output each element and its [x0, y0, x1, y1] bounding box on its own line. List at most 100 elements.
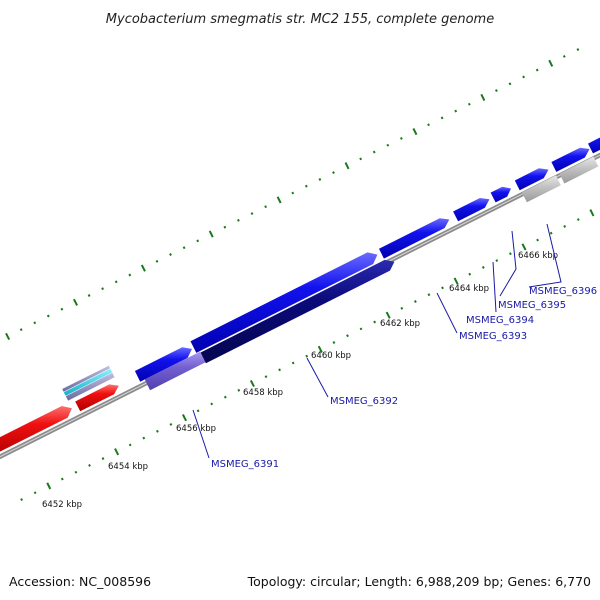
minor-tick	[359, 327, 363, 331]
trna-feature[interactable]	[62, 365, 110, 392]
minor-tick	[237, 218, 240, 222]
minor-tick	[373, 320, 376, 324]
minor-tick	[549, 231, 553, 235]
major-tick	[412, 128, 418, 136]
kbp-label: 6464 kbp	[449, 284, 489, 294]
minor-tick	[468, 272, 472, 276]
minor-tick	[169, 253, 172, 256]
minor-tick	[128, 273, 132, 277]
gene-label[interactable]: MSMEG_6396	[529, 286, 597, 297]
cds-forward[interactable]	[379, 218, 450, 259]
major-tick	[521, 243, 527, 251]
kbp-label: 6460 kbp	[311, 351, 351, 361]
major-tick	[317, 345, 323, 353]
pseudo-feature[interactable]	[559, 156, 599, 184]
minor-tick	[414, 300, 417, 303]
gene-label[interactable]: MSMEG_6391	[211, 459, 279, 470]
minor-tick	[318, 177, 322, 181]
leader-line	[528, 223, 562, 288]
minor-tick	[101, 287, 104, 291]
gene-label[interactable]: MSMEG_6395	[498, 300, 566, 311]
minor-tick	[576, 48, 580, 52]
minor-tick	[386, 143, 390, 147]
cds-forward[interactable]	[551, 147, 590, 172]
major-tick	[385, 311, 391, 319]
minor-tick	[304, 184, 308, 188]
minor-tick	[19, 328, 23, 332]
minor-tick	[508, 82, 512, 86]
minor-tick	[481, 265, 485, 269]
cds-forward[interactable]	[490, 186, 511, 203]
minor-tick	[169, 423, 173, 426]
minor-tick	[509, 252, 512, 256]
minor-tick	[46, 314, 50, 318]
inner-tick-ring	[20, 209, 595, 502]
kbp-label: 6456 kbp	[176, 424, 216, 434]
cds-reverse[interactable]	[200, 259, 395, 364]
minor-tick	[427, 293, 431, 297]
major-tick	[208, 230, 214, 238]
cds-reverse[interactable]	[144, 351, 206, 391]
rna-feature[interactable]	[75, 384, 119, 412]
minor-tick	[264, 375, 268, 379]
gene-features	[0, 132, 600, 457]
minor-tick	[440, 116, 444, 120]
major-tick	[589, 209, 595, 217]
cds-forward[interactable]	[453, 198, 490, 222]
cds-forward[interactable]	[514, 168, 549, 191]
major-tick	[114, 448, 120, 456]
minor-tick	[495, 89, 498, 93]
minor-tick	[128, 443, 132, 447]
major-tick	[344, 162, 350, 170]
genome-summary-text: Topology: circular; Length: 6,988,209 bp…	[247, 574, 591, 589]
minor-tick	[332, 341, 336, 344]
gene-label[interactable]: MSMEG_6393	[459, 331, 527, 342]
minor-tick	[74, 470, 78, 474]
minor-tick	[536, 238, 539, 242]
trna-feature[interactable]	[65, 372, 115, 401]
minor-tick	[563, 224, 567, 228]
cds-forward[interactable]	[134, 347, 192, 382]
minor-tick	[535, 68, 539, 72]
major-tick	[276, 196, 282, 204]
minor-tick	[88, 464, 91, 467]
minor-tick	[522, 75, 525, 79]
accession-text: Accession: NC_008596	[9, 574, 151, 589]
gene-label[interactable]: MSMEG_6392	[330, 396, 398, 407]
kbp-label: 6454 kbp	[108, 462, 148, 472]
minor-tick	[576, 218, 580, 221]
minor-tick	[60, 307, 64, 311]
minor-tick	[427, 123, 430, 127]
minor-tick	[20, 498, 23, 502]
minor-tick	[182, 246, 186, 250]
trna-feature[interactable]	[63, 368, 113, 396]
minor-tick	[264, 205, 267, 209]
minor-tick	[223, 395, 227, 399]
minor-tick	[467, 102, 471, 106]
minor-tick	[372, 150, 376, 154]
leader-line	[306, 357, 329, 398]
gene-labels: MSMEG_6391 MSMEG_6392 MSMEG_6393 MSMEG_6…	[211, 286, 597, 470]
gene-label[interactable]: MSMEG_6394	[466, 315, 534, 326]
minor-tick	[114, 280, 118, 284]
kbp-labels: 6452 kbp 6454 kbp 6456 kbp 6458 kbp 6460…	[42, 251, 558, 510]
major-tick	[140, 264, 146, 272]
minor-tick	[196, 409, 200, 413]
kbp-label: 6466 kbp	[518, 251, 558, 261]
gene-label-leaders	[192, 223, 562, 459]
major-tick	[480, 93, 486, 102]
kbp-label: 6458 kbp	[243, 388, 283, 398]
minor-tick	[291, 361, 295, 365]
minor-tick	[454, 109, 458, 113]
pseudo-feature[interactable]	[521, 175, 561, 203]
major-tick	[5, 332, 11, 341]
minor-tick	[142, 436, 146, 440]
cds-forward[interactable]	[190, 252, 378, 353]
major-tick	[46, 482, 52, 490]
minor-tick	[278, 368, 281, 372]
rna-feature[interactable]	[0, 406, 72, 457]
outer-tick-ring	[5, 48, 580, 341]
cds-forward[interactable]	[588, 132, 600, 154]
minor-tick	[210, 402, 214, 406]
